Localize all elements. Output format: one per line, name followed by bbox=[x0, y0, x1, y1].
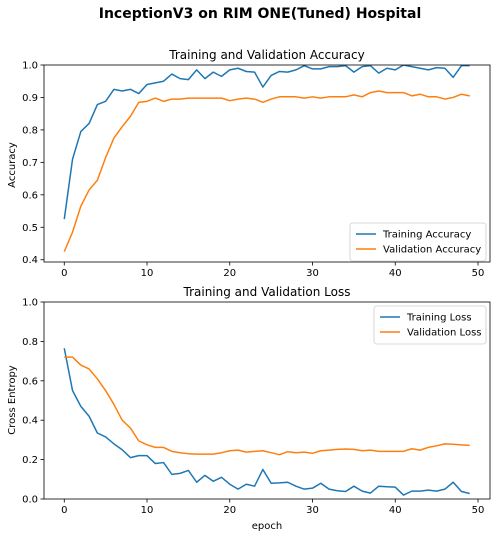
x-tick-label: 10 bbox=[141, 268, 154, 279]
series-line-training-loss bbox=[63, 348, 470, 496]
loss-x-axis-label: epoch bbox=[252, 521, 282, 532]
y-tick-label: 0.7 bbox=[22, 158, 38, 169]
accuracy-plot-area: 0 10 20 30 40 50 0.4 0.5 0.6 0.7 0.8 0.9 1.0 bbox=[22, 61, 491, 279]
legend-box bbox=[373, 305, 487, 345]
loss-plot-area: 0 10 20 30 40 50 0.0 0.2 0.4 0.6 0.8 1.0 bbox=[22, 298, 491, 516]
y-tick-label: 0.6 bbox=[22, 376, 38, 387]
y-tick-label: 0.8 bbox=[22, 337, 38, 348]
x-tick-label: 0 bbox=[61, 505, 67, 516]
x-tick-label: 20 bbox=[223, 268, 236, 279]
y-tick-label: 0.6 bbox=[22, 190, 38, 201]
loss-legend: Training Loss Validation Loss bbox=[373, 305, 487, 345]
x-tick-label: 10 bbox=[141, 505, 154, 516]
legend-label: Validation Loss bbox=[407, 328, 482, 339]
legend-label: Training Loss bbox=[406, 313, 472, 324]
loss-chart-title: Training and Validation Loss bbox=[183, 285, 351, 299]
x-tick-label: 50 bbox=[472, 268, 485, 279]
y-tick-label: 0.5 bbox=[22, 223, 38, 234]
accuracy-chart-title: Training and Validation Accuracy bbox=[168, 48, 364, 62]
legend-label: Validation Accuracy bbox=[383, 245, 481, 256]
loss-y-axis-label: Cross Entropy bbox=[7, 365, 18, 435]
y-tick-label: 0.4 bbox=[22, 416, 38, 427]
x-tick-label: 50 bbox=[472, 505, 485, 516]
y-tick-label: 0.0 bbox=[22, 495, 38, 506]
y-tick-label: 0.9 bbox=[22, 93, 38, 104]
series-line-validation-loss bbox=[64, 356, 470, 456]
legend-label: Training Accuracy bbox=[382, 230, 471, 241]
y-tick-label: 1.0 bbox=[22, 298, 38, 309]
x-tick-label: 40 bbox=[389, 268, 402, 279]
y-tick-label: 0.2 bbox=[22, 455, 38, 466]
y-tick-label: 1.0 bbox=[22, 61, 38, 72]
series-line-training-accuracy bbox=[63, 65, 470, 220]
figure-title: InceptionV3 on RIM ONE(Tuned) Hospital bbox=[99, 6, 422, 22]
series-line-validation-accuracy bbox=[63, 90, 470, 252]
loss-panel: Training and Validation Loss Cross Entro… bbox=[7, 285, 491, 532]
axes-frame bbox=[43, 64, 491, 263]
x-tick-label: 20 bbox=[223, 505, 236, 516]
x-tick-label: 30 bbox=[306, 505, 319, 516]
x-tick-label: 0 bbox=[61, 268, 67, 279]
y-tick-label: 0.8 bbox=[22, 125, 38, 136]
axes-frame bbox=[43, 301, 491, 500]
x-tick-label: 40 bbox=[389, 505, 402, 516]
accuracy-y-axis-label: Accuracy bbox=[7, 142, 18, 188]
accuracy-panel: Training and Validation Accuracy Accurac… bbox=[7, 48, 491, 279]
y-tick-label: 0.4 bbox=[22, 255, 38, 266]
accuracy-legend: Training Accuracy Validation Accuracy bbox=[349, 222, 487, 262]
x-tick-label: 30 bbox=[306, 268, 319, 279]
legend-box bbox=[349, 222, 487, 262]
